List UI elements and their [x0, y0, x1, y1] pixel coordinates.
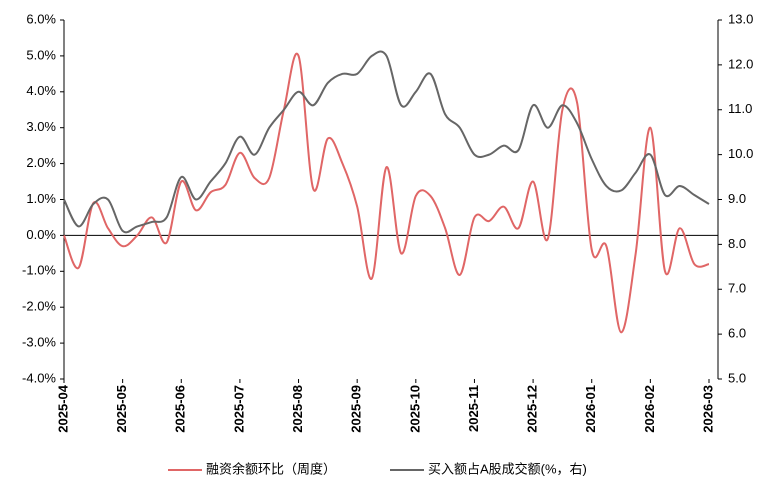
- y2-tick-label: 6.0: [728, 326, 746, 341]
- y2-tick-label: 8.0: [728, 236, 746, 251]
- y2-tick-label: 9.0: [728, 191, 746, 206]
- y2-tick-label: 13.0: [728, 11, 753, 26]
- y-tick-label: -4.0%: [22, 370, 56, 385]
- y-tick-label: 1.0%: [26, 191, 56, 206]
- y2-tick-label: 5.0: [728, 370, 746, 385]
- y-tick-label: 5.0%: [26, 47, 56, 62]
- y2-tick-label: 7.0: [728, 281, 746, 296]
- y-tick-label: 2.0%: [26, 155, 56, 170]
- y-tick-label: -1.0%: [22, 263, 56, 278]
- y2-tick-label: 12.0: [728, 56, 753, 71]
- legend-label: 融资余额环比（周度）: [206, 461, 336, 476]
- x-tick-label: 2025-09: [349, 385, 364, 433]
- y2-tick-label: 11.0: [728, 101, 752, 116]
- x-tick-label: 2025-07: [231, 385, 246, 433]
- series-line: [63, 52, 710, 334]
- x-tick-label: 2025-08: [290, 385, 305, 433]
- x-tick-label: 2025-06: [173, 385, 188, 433]
- y-tick-label: 3.0%: [26, 119, 56, 134]
- x-tick-label: 2025-04: [55, 384, 70, 432]
- y-tick-label: -2.0%: [22, 299, 56, 314]
- x-tick-label: 2025-10: [407, 385, 422, 433]
- y2-tick-label: 10.0: [728, 146, 753, 161]
- x-tick-label: 2026-02: [642, 385, 657, 433]
- series-line: [63, 50, 710, 234]
- legend-label: 买入额占A股成交额(%，右): [428, 461, 587, 476]
- y-tick-label: -3.0%: [22, 335, 56, 350]
- y-tick-label: 0.0%: [26, 227, 56, 242]
- y-tick-label: 6.0%: [26, 11, 56, 26]
- x-tick-label: 2026-01: [583, 385, 598, 433]
- y-tick-label: 4.0%: [26, 83, 56, 98]
- x-tick-label: 2025-12: [525, 385, 540, 433]
- x-tick-label: 2025-05: [114, 385, 129, 433]
- x-tick-label: 2025-11: [466, 385, 481, 432]
- x-tick-label: 2026-03: [700, 385, 715, 433]
